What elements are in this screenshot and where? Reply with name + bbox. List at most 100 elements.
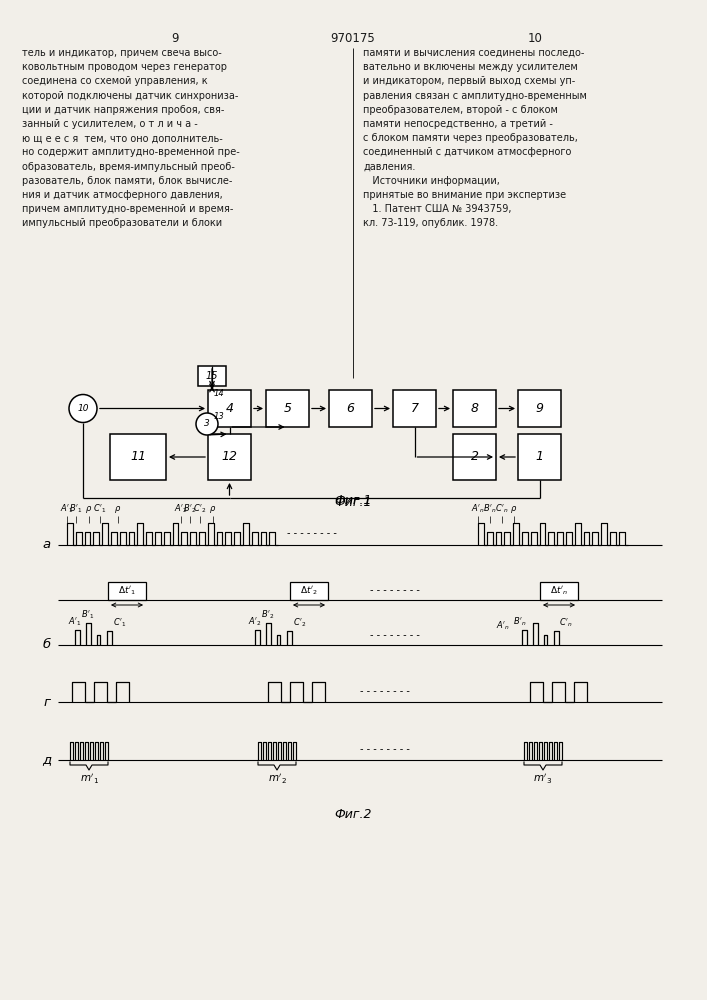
Text: $C'_1$: $C'_1$ [93, 502, 107, 515]
Text: ю щ е е с я  тем, что оно дополнитель-: ю щ е е с я тем, что оно дополнитель- [22, 133, 223, 143]
Text: импульсный преобразователи и блоки: импульсный преобразователи и блоки [22, 218, 222, 228]
Text: $\Delta t'_1$: $\Delta t'_1$ [118, 585, 136, 597]
Text: но содержит амплитудно-временной пре-: но содержит амплитудно-временной пре- [22, 147, 240, 157]
Text: - - - - - - - -: - - - - - - - - [360, 744, 410, 754]
Bar [110, 434, 166, 480]
Text: которой подключены датчик синхрониза-: которой подключены датчик синхрониза- [22, 91, 238, 101]
Text: 2: 2 [470, 450, 479, 464]
Bar [290, 582, 328, 600]
Text: $C'_n$: $C'_n$ [495, 502, 509, 515]
Text: $C'_2$: $C'_2$ [193, 502, 207, 515]
Bar [208, 390, 251, 427]
Text: давления.: давления. [363, 162, 416, 172]
Text: $B'_2$: $B'_2$ [183, 502, 197, 515]
Text: Фиг.1: Фиг.1 [334, 493, 372, 506]
Text: образователь, время-импульсный преоб-: образователь, время-импульсный преоб- [22, 162, 235, 172]
Text: д: д [42, 754, 52, 766]
Text: $\rho$: $\rho$ [209, 504, 216, 515]
Text: Фиг.1: Фиг.1 [334, 495, 372, 508]
Text: кл. 73-119, опублик. 1978.: кл. 73-119, опублик. 1978. [363, 218, 498, 228]
Text: Источники информации,: Источники информации, [363, 176, 500, 186]
Text: памяти непосредственно, а третий -: памяти непосредственно, а третий - [363, 119, 553, 129]
Bar [208, 434, 251, 480]
Text: 8: 8 [470, 402, 479, 415]
Text: - - - - - - - -: - - - - - - - - [360, 686, 410, 696]
Text: с блоком памяти через преобразователь,: с блоком памяти через преобразователь, [363, 133, 578, 143]
Text: 14: 14 [214, 389, 225, 398]
Bar [453, 390, 496, 427]
Text: 970175: 970175 [331, 32, 375, 45]
Bar [266, 390, 309, 427]
Text: $A'_1$: $A'_1$ [60, 502, 74, 515]
Text: $A'_n$: $A'_n$ [471, 502, 485, 515]
Text: $B'_1$: $B'_1$ [69, 502, 83, 515]
Text: $\rho$: $\rho$ [510, 504, 518, 515]
Text: $B'_2$: $B'_2$ [261, 608, 275, 621]
Text: 10: 10 [77, 404, 89, 413]
Text: 11: 11 [130, 450, 146, 464]
Text: $\rho$: $\rho$ [86, 504, 93, 515]
Bar [518, 434, 561, 480]
Text: 3: 3 [204, 420, 210, 428]
Text: $C'_n$: $C'_n$ [559, 616, 573, 629]
Text: $C'_2$: $C'_2$ [293, 616, 307, 629]
Text: $m'_3$: $m'_3$ [534, 772, 553, 786]
Text: $m'_1$: $m'_1$ [79, 772, 98, 786]
Bar [518, 390, 561, 427]
Text: $A'_n$: $A'_n$ [496, 619, 510, 632]
Text: 7: 7 [411, 402, 419, 415]
Text: б: б [43, 639, 51, 652]
Text: 9: 9 [535, 402, 544, 415]
Text: 10: 10 [527, 32, 542, 45]
Circle shape [69, 394, 97, 422]
Text: $A'_2$: $A'_2$ [174, 502, 188, 515]
Text: $\rho$: $\rho$ [115, 504, 122, 515]
Text: 15: 15 [206, 371, 218, 381]
Text: тель и индикатор, причем свеча высо-: тель и индикатор, причем свеча высо- [22, 48, 222, 58]
Text: принятые во внимание при экспертизе: принятые во внимание при экспертизе [363, 190, 566, 200]
Bar [329, 390, 372, 427]
Text: $C'_1$: $C'_1$ [113, 616, 127, 629]
Text: разователь, блок памяти, блок вычисле-: разователь, блок памяти, блок вычисле- [22, 176, 233, 186]
Text: а: а [43, 538, 51, 552]
Text: 1: 1 [535, 450, 544, 464]
Bar [108, 582, 146, 600]
Text: $\Delta t'_2$: $\Delta t'_2$ [300, 585, 318, 597]
Text: - - - - - - - -: - - - - - - - - [287, 528, 337, 538]
Text: Фиг.2: Фиг.2 [334, 808, 372, 822]
Text: 1. Патент США № 3943759,: 1. Патент США № 3943759, [363, 204, 511, 214]
Text: соединенный с датчиком атмосферного: соединенный с датчиком атмосферного [363, 147, 571, 157]
Bar [540, 582, 578, 600]
Text: г: г [44, 696, 50, 708]
Text: равления связан с амплитудно-временным: равления связан с амплитудно-временным [363, 91, 587, 101]
Bar [393, 390, 436, 427]
Text: ния и датчик атмосферного давления,: ния и датчик атмосферного давления, [22, 190, 223, 200]
Text: 6: 6 [346, 402, 354, 415]
Text: вательно и включены между усилителем: вательно и включены между усилителем [363, 62, 578, 72]
Text: занный с усилителем, о т л и ч а -: занный с усилителем, о т л и ч а - [22, 119, 198, 129]
Text: $A'_1$: $A'_1$ [68, 615, 82, 628]
Text: 5: 5 [284, 402, 291, 415]
Bar [198, 366, 226, 386]
Text: ковольтным проводом через генератор: ковольтным проводом через генератор [22, 62, 227, 72]
Bar [453, 434, 496, 480]
Text: памяти и вычисления соединены последо-: памяти и вычисления соединены последо- [363, 48, 585, 58]
Text: 4: 4 [226, 402, 233, 415]
Text: 9: 9 [171, 32, 179, 45]
Text: соединена со схемой управления, к: соединена со схемой управления, к [22, 76, 208, 86]
Circle shape [196, 413, 218, 435]
Text: $B'_n$: $B'_n$ [513, 615, 527, 628]
Text: 13: 13 [214, 412, 225, 421]
Text: преобразователем, второй - с блоком: преобразователем, второй - с блоком [363, 105, 558, 115]
Text: $B'_n$: $B'_n$ [483, 502, 497, 515]
Text: $m'_2$: $m'_2$ [267, 772, 286, 786]
Text: - - - - - - - -: - - - - - - - - [370, 585, 420, 595]
Text: ции и датчик напряжения пробоя, свя-: ции и датчик напряжения пробоя, свя- [22, 105, 224, 115]
Text: причем амплитудно-временной и время-: причем амплитудно-временной и время- [22, 204, 233, 214]
Text: и индикатором, первый выход схемы уп-: и индикатором, первый выход схемы уп- [363, 76, 575, 86]
Text: $A'_2$: $A'_2$ [248, 615, 262, 628]
Text: - - - - - - - -: - - - - - - - - [370, 630, 420, 640]
Text: $\Delta t'_n$: $\Delta t'_n$ [550, 585, 568, 597]
Text: $B'_1$: $B'_1$ [81, 608, 95, 621]
Text: 12: 12 [221, 450, 238, 464]
